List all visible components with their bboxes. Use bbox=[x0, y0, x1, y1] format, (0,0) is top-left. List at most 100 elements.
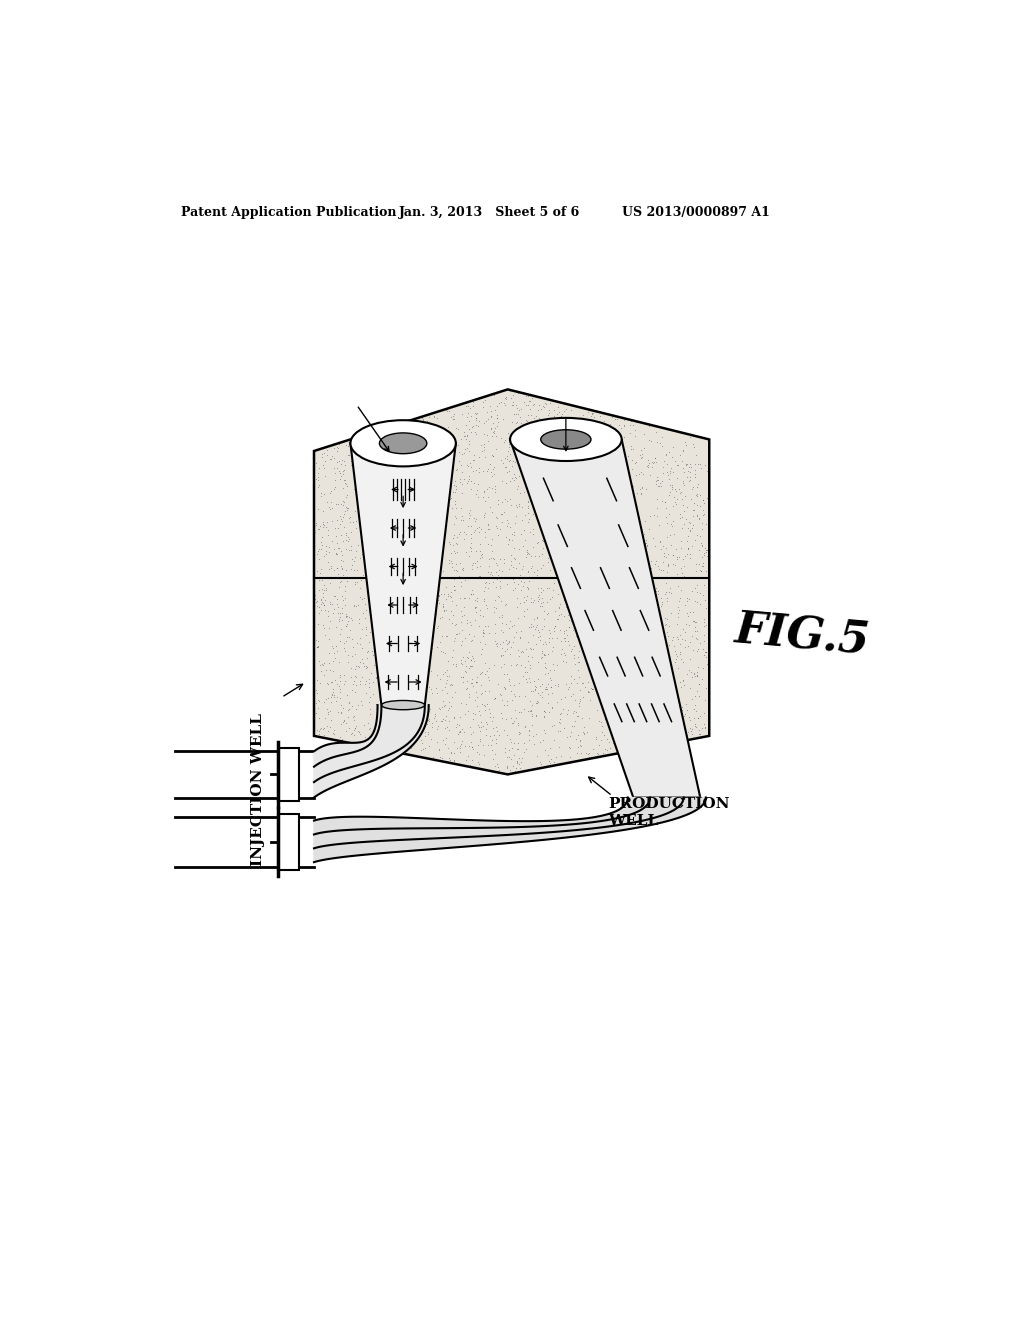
Point bbox=[562, 418, 579, 440]
Point bbox=[313, 444, 330, 465]
Point bbox=[531, 585, 548, 606]
Point bbox=[332, 506, 348, 527]
Point bbox=[315, 500, 332, 521]
Point bbox=[611, 627, 628, 648]
Point bbox=[647, 711, 664, 733]
Point bbox=[605, 495, 622, 516]
Point bbox=[334, 544, 350, 565]
Point bbox=[423, 436, 439, 457]
Point bbox=[446, 706, 463, 727]
Point bbox=[467, 408, 483, 429]
Point bbox=[465, 721, 481, 742]
Point bbox=[650, 706, 667, 727]
Point bbox=[461, 587, 477, 609]
Point bbox=[459, 671, 475, 692]
Point bbox=[522, 655, 539, 676]
Point bbox=[639, 454, 655, 475]
Point bbox=[637, 664, 653, 685]
Point bbox=[371, 686, 387, 708]
Point bbox=[434, 626, 451, 647]
Point bbox=[417, 726, 433, 747]
Point bbox=[470, 751, 486, 772]
Point bbox=[427, 487, 443, 508]
Point bbox=[331, 730, 347, 751]
Point bbox=[506, 710, 522, 731]
Point bbox=[409, 546, 425, 568]
Point bbox=[446, 743, 463, 764]
Point bbox=[678, 424, 694, 445]
Point bbox=[420, 544, 436, 565]
Point bbox=[654, 490, 671, 511]
Point bbox=[587, 536, 603, 557]
Point bbox=[360, 632, 377, 653]
Point bbox=[502, 444, 518, 465]
Point bbox=[656, 450, 673, 471]
Point bbox=[503, 655, 519, 676]
Point bbox=[431, 585, 447, 606]
Point bbox=[562, 516, 579, 537]
Point bbox=[659, 587, 676, 609]
Point bbox=[510, 573, 526, 594]
Point bbox=[483, 528, 500, 549]
Point bbox=[682, 469, 698, 490]
Point bbox=[577, 594, 593, 615]
Point bbox=[420, 445, 436, 466]
Point bbox=[695, 702, 712, 723]
Point bbox=[513, 642, 529, 663]
Point bbox=[503, 388, 519, 409]
Point bbox=[462, 504, 478, 525]
Point bbox=[574, 404, 591, 425]
Point bbox=[366, 437, 382, 458]
Point bbox=[507, 512, 523, 533]
Point bbox=[513, 640, 529, 661]
Point bbox=[408, 688, 424, 709]
Point bbox=[439, 669, 456, 690]
Point bbox=[311, 721, 328, 742]
Point bbox=[580, 593, 596, 614]
Point bbox=[546, 484, 562, 506]
Point bbox=[333, 466, 349, 487]
Point bbox=[369, 510, 385, 531]
Point bbox=[530, 622, 547, 643]
Point bbox=[603, 668, 620, 689]
Point bbox=[443, 425, 460, 446]
Point bbox=[601, 622, 617, 643]
Point bbox=[489, 408, 506, 429]
Point bbox=[522, 405, 539, 426]
Point bbox=[535, 595, 551, 616]
Point bbox=[463, 470, 479, 491]
Point bbox=[552, 643, 568, 664]
Point bbox=[362, 471, 379, 492]
Point bbox=[339, 627, 355, 648]
Point bbox=[408, 561, 424, 582]
Point bbox=[419, 647, 435, 668]
Point bbox=[525, 591, 542, 612]
Point bbox=[547, 675, 563, 696]
Point bbox=[600, 554, 616, 576]
Point bbox=[612, 417, 629, 438]
Point bbox=[672, 503, 688, 524]
Point bbox=[486, 400, 503, 421]
Point bbox=[412, 411, 428, 432]
Point bbox=[616, 414, 633, 436]
Point bbox=[657, 614, 674, 635]
Point bbox=[626, 686, 642, 708]
Point bbox=[688, 484, 705, 506]
Point bbox=[341, 528, 357, 549]
Point bbox=[400, 499, 417, 520]
Point bbox=[308, 692, 325, 713]
Point bbox=[435, 454, 452, 475]
Point bbox=[454, 558, 470, 579]
Point bbox=[340, 644, 356, 665]
Point bbox=[644, 708, 660, 729]
Point bbox=[346, 709, 362, 730]
Point bbox=[367, 612, 383, 634]
Point bbox=[613, 677, 630, 698]
Point bbox=[658, 609, 675, 630]
Point bbox=[484, 564, 501, 585]
Point bbox=[456, 425, 472, 446]
Point bbox=[493, 645, 509, 667]
Point bbox=[310, 519, 327, 540]
Point bbox=[403, 454, 420, 475]
Point bbox=[616, 459, 633, 480]
